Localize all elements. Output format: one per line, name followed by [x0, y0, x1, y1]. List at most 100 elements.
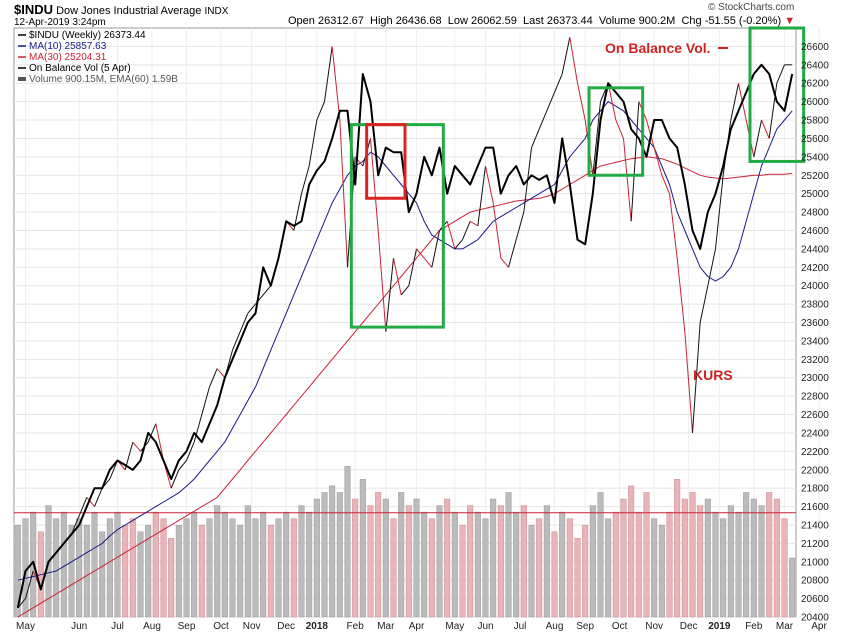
obv-segment [25, 570, 34, 599]
obv-segment [155, 423, 164, 461]
obv-annotation: On Balance Vol. [605, 40, 711, 56]
obv-segment [324, 46, 333, 102]
volume-bar [789, 557, 796, 618]
volume-bar [735, 511, 742, 618]
obv-segment [707, 248, 716, 286]
volume-bar [697, 505, 704, 618]
obv-segment [385, 258, 394, 332]
y-tick-label: 22800 [801, 392, 829, 403]
x-tick-label: Dec [277, 621, 295, 632]
obv-segment [446, 221, 456, 250]
volume-bar [382, 498, 389, 618]
legend-entry: $INDU (Weekly) 26373.44 [29, 30, 146, 41]
volume-bar [421, 511, 428, 618]
x-tick-label: 2018 [306, 621, 329, 632]
volume-bar [114, 511, 121, 618]
volume-bar [551, 531, 558, 618]
y-tick-label: 23200 [801, 355, 829, 366]
volume-bar [666, 511, 673, 618]
volume-bar [651, 518, 658, 618]
y-tick-label: 20400 [801, 613, 829, 624]
obv-segment [132, 441, 141, 452]
obv-segment [431, 230, 440, 268]
obv-segment [316, 101, 325, 121]
y-tick-label: 23600 [801, 318, 829, 329]
obv-segment [393, 257, 402, 295]
volume-bar [313, 498, 320, 618]
volume-bar [758, 505, 765, 618]
obv-segment [561, 37, 571, 75]
volume-bar [160, 518, 167, 618]
volume-bar [229, 518, 236, 618]
volume-bar [490, 498, 497, 618]
obv-segment [692, 322, 701, 433]
y-tick-label: 24800 [801, 208, 829, 219]
obv-segment [462, 221, 471, 240]
volume-bar [145, 524, 152, 618]
volume-label: Volume [598, 15, 636, 27]
obv-segment [301, 165, 310, 194]
obv-segment [331, 46, 341, 121]
y-tick-label: 21600 [801, 502, 829, 513]
x-tick-label: Mar [776, 621, 794, 632]
volume-bar [321, 492, 328, 618]
volume-bar [543, 505, 550, 618]
volume-bar [520, 505, 527, 618]
volume-bar [773, 498, 780, 618]
obv-segment [377, 230, 387, 332]
volume-bar [290, 518, 297, 618]
obv-segment [400, 285, 410, 296]
obv-segment [653, 147, 663, 176]
index-name: Dow Jones Industrial Average [56, 5, 202, 17]
obv-segment [178, 460, 187, 471]
legend-entry: MA(30) 25204.31 [29, 52, 107, 63]
obv-segment [186, 441, 195, 461]
volume-bar [221, 511, 228, 618]
obv-segment [308, 119, 318, 167]
volume-bar [582, 524, 589, 618]
high-value: 26436.68 [395, 15, 442, 27]
legend-entry: On Balance Vol (5 Apr) [29, 63, 131, 74]
volume-bar [152, 511, 159, 618]
obv-segment [239, 313, 249, 332]
volume-bar [467, 505, 474, 618]
volume-bar [482, 518, 489, 618]
obv-segment [508, 239, 517, 268]
volume-bar [620, 498, 627, 618]
legend-entry: MA(10) 25857.63 [29, 41, 107, 52]
chg-value: -51.55 (-0.20%) [704, 15, 782, 27]
volume-bar [137, 531, 144, 618]
volume-bar [267, 524, 274, 618]
volume-bar [781, 518, 788, 618]
obv-segment [531, 129, 540, 148]
volume-bar [53, 518, 60, 618]
chart-title: $INDU Dow Jones Industrial Average INDX [14, 2, 228, 17]
volume-bar [122, 524, 129, 618]
volume-bar [191, 511, 198, 618]
obv-segment [170, 469, 180, 489]
volume-bar [375, 492, 382, 618]
volume-bar [766, 492, 773, 618]
obv-segment [247, 303, 256, 314]
x-tick-label: Oct [213, 621, 229, 632]
y-tick-label: 25600 [801, 134, 829, 145]
obv-segment [408, 248, 417, 286]
red-box [365, 123, 407, 200]
volume-bar [244, 505, 251, 618]
volume-bar [436, 505, 443, 618]
obv-segment [768, 83, 778, 139]
volume-bar [674, 479, 681, 618]
volume-bar [329, 485, 336, 618]
volume-bar [237, 524, 244, 618]
obv-segment [684, 331, 693, 433]
volume-bar [214, 505, 221, 618]
kurs-annotation: KURS [693, 367, 733, 383]
volume-bar [612, 511, 619, 618]
x-tick-label: Feb [347, 621, 365, 632]
obv-segment [669, 193, 678, 259]
x-tick-label: Nov [243, 621, 261, 632]
obv-segment [546, 92, 555, 112]
x-tick-label: Nov [645, 621, 663, 632]
obv-segment [500, 257, 509, 268]
